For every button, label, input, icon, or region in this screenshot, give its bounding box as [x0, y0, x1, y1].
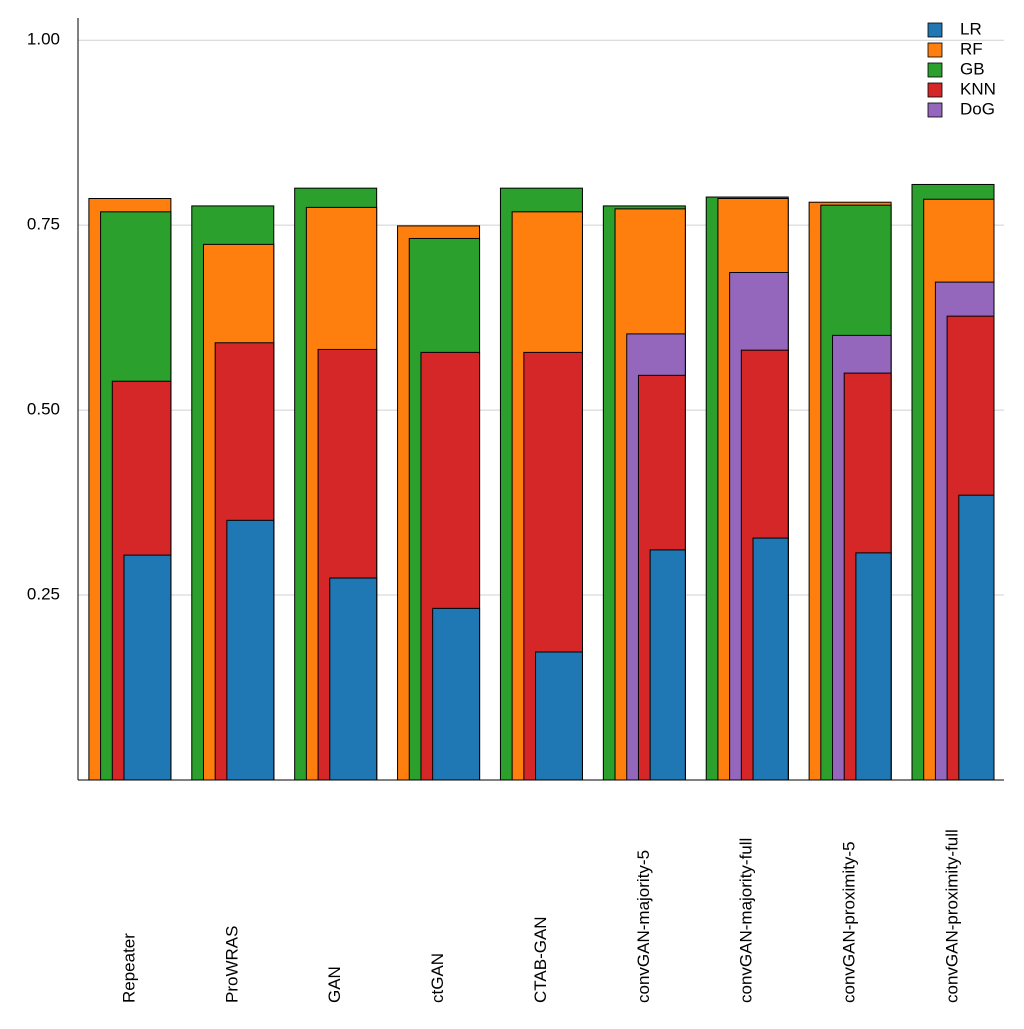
- bar: [958, 494, 995, 781]
- x-tick-label: convGAN-proximity-full: [942, 829, 961, 1003]
- x-tick-label: convGAN-majority-5: [634, 850, 653, 1003]
- y-tick-label: 0.50: [27, 400, 60, 419]
- legend-label: RF: [960, 39, 983, 58]
- legend-label: KNN: [960, 79, 996, 98]
- x-tick-label: convGAN-proximity-5: [840, 841, 859, 1003]
- x-tick-label: convGAN-majority-full: [737, 838, 756, 1003]
- x-tick-label: GAN: [325, 966, 344, 1003]
- x-tick-label: ProWRAS: [222, 926, 241, 1003]
- x-tick-label: ctGAN: [428, 953, 447, 1003]
- bar: [855, 552, 892, 781]
- bars: [88, 183, 995, 781]
- legend-label: LR: [960, 19, 982, 38]
- legend-label: DoG: [960, 99, 995, 118]
- y-tick-label: 1.00: [27, 30, 60, 49]
- bar: [752, 537, 789, 781]
- legend-label: GB: [960, 59, 985, 78]
- y-tick-label: 0.75: [27, 215, 60, 234]
- y-tick-label: 0.25: [27, 585, 60, 604]
- bar: [649, 549, 686, 781]
- legend-swatch: [927, 62, 943, 78]
- x-tick-label: CTAB-GAN: [531, 916, 550, 1003]
- bar: [535, 651, 583, 781]
- bar: [329, 577, 378, 781]
- bar: [226, 519, 275, 781]
- bar: [123, 554, 172, 781]
- legend-swatch: [927, 42, 943, 58]
- x-tick-label: Repeater: [119, 933, 138, 1003]
- legend-swatch: [927, 22, 943, 38]
- bar: [432, 607, 481, 781]
- legend-swatch: [927, 82, 943, 98]
- legend-swatch: [927, 102, 943, 118]
